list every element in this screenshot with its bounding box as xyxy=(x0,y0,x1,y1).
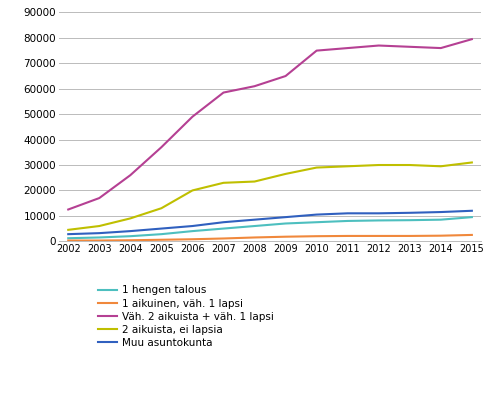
Muu asuntokunta xyxy=(190,223,195,228)
2 aikuista, ei lapsia xyxy=(283,171,289,176)
2 aikuista, ei lapsia xyxy=(314,165,320,170)
Muu asuntokunta xyxy=(283,215,289,220)
2 aikuista, ei lapsia xyxy=(220,180,226,185)
1 aikuinen, väh. 1 lapsi xyxy=(159,237,164,242)
Muu asuntokunta xyxy=(127,229,133,234)
2 aikuista, ei lapsia xyxy=(65,227,71,232)
Väh. 2 aikuista + väh. 1 lapsi xyxy=(469,37,475,42)
1 aikuinen, väh. 1 lapsi xyxy=(407,233,413,238)
Legend: 1 hengen talous, 1 aikuinen, väh. 1 lapsi, Väh. 2 aikuista + väh. 1 lapsi, 2 aik: 1 hengen talous, 1 aikuinen, väh. 1 laps… xyxy=(98,285,274,348)
Muu asuntokunta xyxy=(220,220,226,225)
Väh. 2 aikuista + väh. 1 lapsi xyxy=(220,90,226,95)
Muu asuntokunta xyxy=(65,232,71,237)
Line: 2 aikuista, ei lapsia: 2 aikuista, ei lapsia xyxy=(68,163,472,230)
1 aikuinen, väh. 1 lapsi xyxy=(345,233,351,238)
1 hengen talous xyxy=(190,229,195,234)
1 aikuinen, väh. 1 lapsi xyxy=(376,233,382,238)
Väh. 2 aikuista + väh. 1 lapsi xyxy=(159,145,164,150)
2 aikuista, ei lapsia xyxy=(407,163,413,168)
2 aikuista, ei lapsia xyxy=(96,223,102,228)
1 aikuinen, väh. 1 lapsi xyxy=(220,236,226,241)
Väh. 2 aikuista + väh. 1 lapsi xyxy=(251,84,257,89)
1 hengen talous xyxy=(376,218,382,223)
1 hengen talous xyxy=(96,235,102,240)
1 aikuinen, väh. 1 lapsi xyxy=(127,238,133,243)
1 aikuinen, väh. 1 lapsi xyxy=(438,233,444,238)
Muu asuntokunta xyxy=(407,210,413,215)
Väh. 2 aikuista + väh. 1 lapsi xyxy=(376,43,382,48)
Muu asuntokunta xyxy=(345,211,351,216)
Muu asuntokunta xyxy=(376,211,382,216)
Väh. 2 aikuista + väh. 1 lapsi xyxy=(96,196,102,201)
Väh. 2 aikuista + väh. 1 lapsi xyxy=(314,48,320,53)
1 aikuinen, väh. 1 lapsi xyxy=(96,238,102,243)
Muu asuntokunta xyxy=(96,230,102,235)
2 aikuista, ei lapsia xyxy=(251,179,257,184)
2 aikuista, ei lapsia xyxy=(469,160,475,165)
2 aikuista, ei lapsia xyxy=(345,164,351,169)
1 hengen talous xyxy=(314,220,320,225)
2 aikuista, ei lapsia xyxy=(159,206,164,211)
1 hengen talous xyxy=(159,232,164,237)
1 hengen talous xyxy=(251,223,257,228)
Väh. 2 aikuista + väh. 1 lapsi xyxy=(438,46,444,51)
1 aikuinen, väh. 1 lapsi xyxy=(283,234,289,239)
2 aikuista, ei lapsia xyxy=(438,164,444,169)
1 aikuinen, väh. 1 lapsi xyxy=(190,237,195,242)
Muu asuntokunta xyxy=(159,226,164,231)
1 hengen talous xyxy=(283,221,289,226)
1 hengen talous xyxy=(469,215,475,220)
Line: Väh. 2 aikuista + väh. 1 lapsi: Väh. 2 aikuista + väh. 1 lapsi xyxy=(68,39,472,210)
2 aikuista, ei lapsia xyxy=(190,188,195,193)
1 hengen talous xyxy=(345,218,351,223)
Väh. 2 aikuista + väh. 1 lapsi xyxy=(190,114,195,119)
1 aikuinen, väh. 1 lapsi xyxy=(251,235,257,240)
2 aikuista, ei lapsia xyxy=(127,216,133,221)
Väh. 2 aikuista + väh. 1 lapsi xyxy=(65,207,71,212)
Väh. 2 aikuista + väh. 1 lapsi xyxy=(127,173,133,178)
1 aikuinen, väh. 1 lapsi xyxy=(65,238,71,243)
Väh. 2 aikuista + väh. 1 lapsi xyxy=(407,44,413,49)
1 hengen talous xyxy=(220,226,226,231)
1 hengen talous xyxy=(438,217,444,222)
1 aikuinen, väh. 1 lapsi xyxy=(469,233,475,238)
Line: 1 aikuinen, väh. 1 lapsi: 1 aikuinen, väh. 1 lapsi xyxy=(68,235,472,240)
Muu asuntokunta xyxy=(469,208,475,213)
Line: Muu asuntokunta: Muu asuntokunta xyxy=(68,211,472,234)
1 hengen talous xyxy=(65,236,71,241)
1 hengen talous xyxy=(127,234,133,239)
Line: 1 hengen talous: 1 hengen talous xyxy=(68,217,472,238)
1 hengen talous xyxy=(407,218,413,223)
2 aikuista, ei lapsia xyxy=(376,163,382,168)
Muu asuntokunta xyxy=(438,210,444,215)
Väh. 2 aikuista + väh. 1 lapsi xyxy=(283,74,289,79)
Muu asuntokunta xyxy=(314,212,320,217)
Väh. 2 aikuista + väh. 1 lapsi xyxy=(345,46,351,51)
Muu asuntokunta xyxy=(251,217,257,222)
1 aikuinen, väh. 1 lapsi xyxy=(314,234,320,239)
